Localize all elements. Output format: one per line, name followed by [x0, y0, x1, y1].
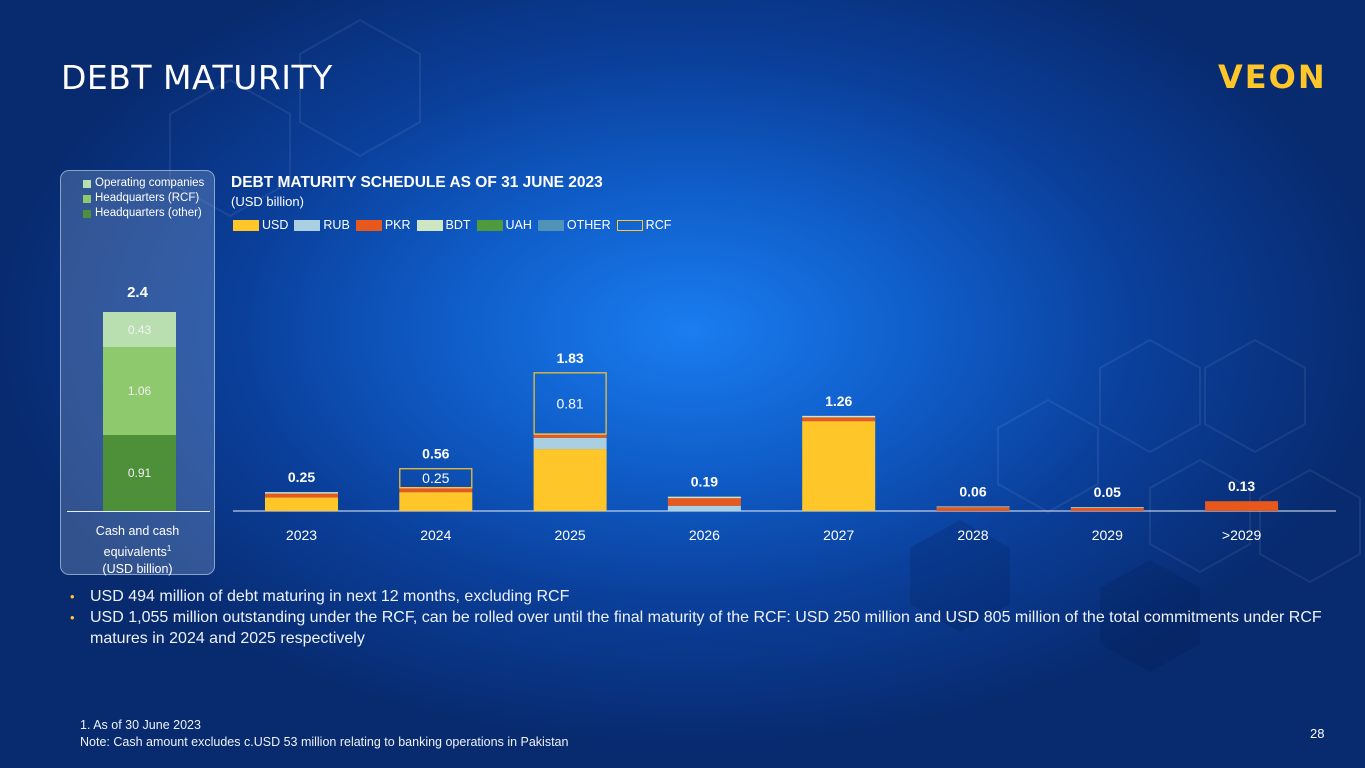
- legend-swatch: [83, 209, 91, 218]
- cash-legend-label: Headquarters (RCF): [95, 192, 200, 204]
- x-tick-label: 2026: [689, 527, 720, 543]
- bar-usd-2027: [802, 421, 876, 511]
- legend-item-pkr: PKR: [355, 218, 411, 232]
- chart-subtitle: (USD billion): [231, 194, 304, 209]
- cash-segment-2: 0.43: [103, 311, 176, 348]
- cash-label-footnote-ref: 1: [166, 544, 172, 553]
- total-value-label: 0.25: [288, 469, 315, 485]
- total-value-label: 0.13: [1228, 478, 1255, 494]
- total-value-label: 0.06: [959, 483, 986, 499]
- bar-pkr->2029: [1205, 501, 1279, 511]
- legend-label: OTHER: [566, 218, 611, 232]
- veon-logo: VEON: [1218, 58, 1327, 96]
- x-tick-label: 2028: [957, 527, 988, 543]
- bar-pkr-2025: [533, 434, 607, 438]
- cash-label-line3: (USD billion): [102, 562, 173, 577]
- legend-swatch: [537, 219, 564, 231]
- x-tick-label: 2025: [555, 527, 586, 543]
- bar-pkr-2026: [667, 498, 741, 506]
- bar-pkr-2024: [399, 488, 473, 493]
- bar-pkr-2027: [802, 417, 876, 422]
- bar-bdt-2027: [802, 415, 876, 418]
- bar-pkr-2029: [1070, 507, 1144, 511]
- cash-label-line2: equivalents: [103, 545, 167, 560]
- legend-swatch-outline: [616, 219, 643, 231]
- x-tick-label: 2029: [1092, 527, 1123, 543]
- bar-rcf-2024: [399, 468, 473, 489]
- bullet-item: USD 1,055 million outstanding under the …: [70, 607, 1340, 649]
- x-tick-label: 2027: [823, 527, 854, 543]
- legend-item-usd: USD: [233, 218, 288, 232]
- cash-panel: Operating companies Headquarters (RCF) H…: [60, 170, 215, 578]
- bar-pkr-2028: [936, 507, 1010, 511]
- cash-segment-1: 1.06: [103, 347, 176, 436]
- x-tick-label: 2023: [286, 527, 317, 543]
- page-title: DEBT MATURITY: [61, 58, 333, 97]
- bar-rcf-2025: [533, 372, 607, 435]
- cash-axis-line: [67, 511, 210, 512]
- cash-legend: Operating companies Headquarters (RCF) H…: [83, 176, 204, 221]
- bar-bdt-2026: [667, 496, 741, 499]
- cash-axis-label: Cash and cash equivalents1 (USD billion): [61, 523, 214, 578]
- legend-swatch: [355, 219, 382, 231]
- legend-label: USD: [262, 218, 289, 232]
- total-value-label: 1.26: [825, 393, 852, 409]
- legend-item-bdt: BDT: [416, 218, 471, 232]
- total-value-label: 1.83: [556, 350, 583, 366]
- bar-rub-2025: [533, 437, 607, 450]
- bar-rub-2026: [667, 505, 741, 511]
- legend-item-uah: UAH: [476, 218, 532, 232]
- bar-usd-2023: [265, 497, 338, 511]
- cash-legend-label: Operating companies: [95, 177, 205, 189]
- cash-legend-item-hq-other: Headquarters (other): [83, 206, 204, 221]
- footnote: 1. As of 30 June 2023 Note: Cash amount …: [80, 717, 568, 751]
- rcf-value-label: 0.25: [422, 470, 449, 486]
- bar-usd-2025: [533, 449, 607, 511]
- bar-bdt-2028: [936, 506, 1010, 508]
- legend-label: PKR: [384, 218, 411, 232]
- x-tick-label: >2029: [1222, 527, 1262, 543]
- bar-pkr-2023: [265, 493, 338, 498]
- x-tick-label: 2024: [420, 527, 451, 543]
- legend-label: UAH: [505, 218, 532, 232]
- legend-label: BDT: [445, 218, 471, 232]
- bar-usd-2024: [399, 492, 473, 511]
- page-number: 28: [1310, 726, 1325, 741]
- bar-bdt-2029: [1070, 507, 1144, 508]
- legend-swatch: [294, 219, 321, 231]
- legend-label: RCF: [645, 218, 672, 232]
- cash-label-line1: Cash and cash: [95, 524, 180, 538]
- cash-segment-0: 0.91: [103, 435, 176, 511]
- bullet-item: USD 494 million of debt maturing in next…: [70, 586, 1340, 607]
- legend-swatch: [83, 179, 91, 188]
- cash-legend-item-hq-rcf: Headquarters (RCF): [83, 191, 204, 206]
- bullet-list: USD 494 million of debt maturing in next…: [70, 586, 1340, 649]
- legend-swatch: [476, 219, 503, 231]
- legend-item-rub: RUB: [294, 218, 350, 232]
- legend-item-other: OTHER: [537, 218, 611, 232]
- total-value-label: 0.19: [691, 474, 718, 490]
- footnote-note: Note: Cash amount excludes c.USD 53 mill…: [80, 735, 569, 749]
- legend-swatch: [416, 219, 443, 231]
- chart-title: DEBT MATURITY SCHEDULE AS OF 31 JUNE 202…: [231, 174, 603, 191]
- legend-swatch: [83, 194, 91, 203]
- rcf-value-label: 0.81: [556, 395, 583, 411]
- cash-legend-item-operating: Operating companies: [83, 176, 204, 191]
- bar-bdt-2023: [265, 492, 338, 494]
- cash-legend-label: Headquarters (other): [95, 207, 202, 219]
- cash-total-label: 2.4: [127, 284, 148, 301]
- legend-item-rcf: RCF: [616, 218, 672, 232]
- footnote-line: 1. As of 30 June 2023: [80, 718, 201, 732]
- legend-swatch: [233, 219, 259, 231]
- total-value-label: 0.56: [422, 446, 449, 462]
- chart-legend: USD RUB PKR BDT UAH OTHER RCF: [233, 218, 677, 232]
- legend-label: RUB: [323, 218, 350, 232]
- total-value-label: 0.05: [1094, 484, 1121, 500]
